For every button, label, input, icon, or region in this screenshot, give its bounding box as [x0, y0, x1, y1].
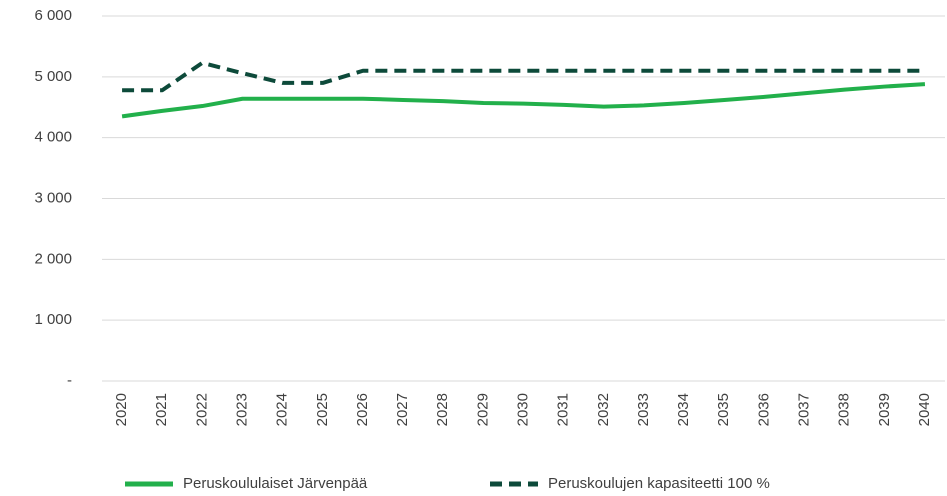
x-tick-label: 2021 — [153, 393, 170, 426]
y-tick-label: 2 000 — [34, 250, 72, 267]
x-tick-label: 2023 — [233, 393, 250, 426]
x-tick-label: 2031 — [555, 393, 572, 426]
y-tick-label: 1 000 — [34, 311, 72, 328]
x-tick-label: 2034 — [675, 393, 692, 426]
legend-label: Peruskoululaiset Järvenpää — [183, 475, 368, 492]
legend-label: Peruskoulujen kapasiteetti 100 % — [548, 475, 770, 492]
x-tick-label: 2024 — [274, 393, 291, 426]
y-tick-label: 4 000 — [34, 129, 72, 146]
x-tick-label: 2029 — [474, 393, 491, 426]
x-tick-label: 2030 — [514, 393, 531, 426]
x-tick-label: 2025 — [314, 393, 331, 426]
y-tick-label: - — [67, 372, 72, 389]
x-tick-label: 2040 — [916, 393, 933, 426]
x-tick-label: 2020 — [113, 393, 130, 426]
x-tick-label: 2039 — [876, 393, 893, 426]
x-tick-label: 2037 — [795, 393, 812, 426]
x-tick-label: 2035 — [715, 393, 732, 426]
x-tick-label: 2027 — [394, 393, 411, 426]
x-tick-label: 2028 — [434, 393, 451, 426]
y-tick-label: 5 000 — [34, 68, 72, 85]
line-series — [121, 82, 926, 119]
x-tick-label: 2036 — [755, 393, 772, 426]
y-tick-label: 6 000 — [34, 7, 72, 24]
x-tick-label: 2038 — [836, 393, 853, 426]
line-series — [122, 60, 925, 93]
x-tick-label: 2033 — [635, 393, 652, 426]
x-tick-label: 2022 — [193, 393, 210, 426]
x-tick-label: 2026 — [354, 393, 371, 426]
y-tick-label: 3 000 — [34, 189, 72, 206]
x-tick-label: 2032 — [595, 393, 612, 426]
